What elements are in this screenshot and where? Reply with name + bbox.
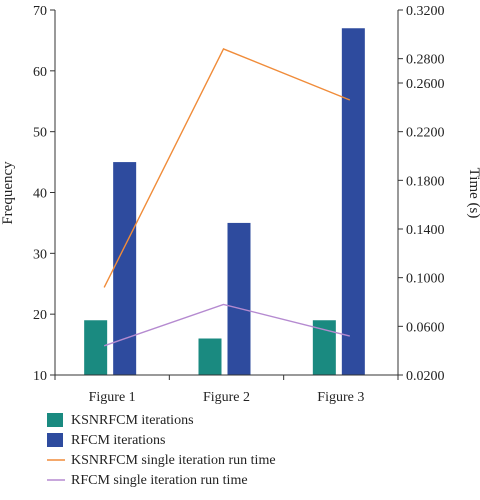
y2-tick-label: 0.2200 — [406, 126, 445, 141]
y2-tick-label: 0.2800 — [406, 53, 445, 68]
bar-rfcm — [227, 222, 251, 375]
y-axis-title: Frequency — [0, 161, 16, 225]
y2-tick-label: 0.0600 — [406, 320, 445, 335]
y2-tick-label: 0.1400 — [406, 223, 445, 238]
legend-swatch — [47, 433, 63, 447]
series-line-ksnrfcm-time — [103, 48, 351, 288]
bar-rfcm — [113, 162, 137, 375]
legend-label: RFCM iterations — [71, 433, 166, 448]
y-tick-label: 50 — [33, 126, 47, 141]
x-tick-label: Figure 1 — [89, 390, 136, 405]
legend-label: KSNRFCM iterations — [71, 413, 194, 428]
y2-tick-label: 0.1000 — [406, 272, 445, 287]
bar-ksnrfcm — [198, 338, 222, 375]
y2-tick-label: 0.3200 — [406, 4, 445, 19]
legend-label: KSNRFCM single iteration run time — [71, 453, 276, 468]
y-tick-label: 40 — [33, 187, 47, 202]
y2-tick-label: 0.2600 — [406, 77, 445, 92]
y2-tick-label: 0.0200 — [406, 369, 445, 384]
legend-swatch — [47, 413, 63, 427]
lines-layer — [103, 48, 351, 347]
y-tick-label: 30 — [33, 247, 47, 262]
y-tick-label: 20 — [33, 308, 47, 323]
axes-layer: 10 20 30 40 50 60 70 0.0200 0.0600 0.1000 0.1400 0.… — [33, 4, 445, 405]
y-tick-label: 60 — [33, 65, 47, 80]
bar-rfcm — [341, 28, 365, 375]
x-tick-label: Figure 3 — [317, 390, 364, 405]
legend-label: RFCM single iteration run time — [71, 473, 248, 488]
y2-axis-title: Time (s) — [466, 168, 480, 219]
bar-ksnrfcm — [312, 320, 336, 375]
series-line-rfcm-time — [103, 303, 351, 347]
y-tick-label: 10 — [33, 369, 47, 384]
y-tick-label: 70 — [33, 4, 47, 19]
bars-layer — [84, 28, 365, 375]
legend: KSNRFCM iterations RFCM iterations KSNRFCM… — [47, 413, 276, 488]
x-tick-label: Figure 2 — [203, 390, 250, 405]
y2-tick-label: 0.1800 — [406, 174, 445, 189]
bar-ksnrfcm — [84, 320, 108, 375]
